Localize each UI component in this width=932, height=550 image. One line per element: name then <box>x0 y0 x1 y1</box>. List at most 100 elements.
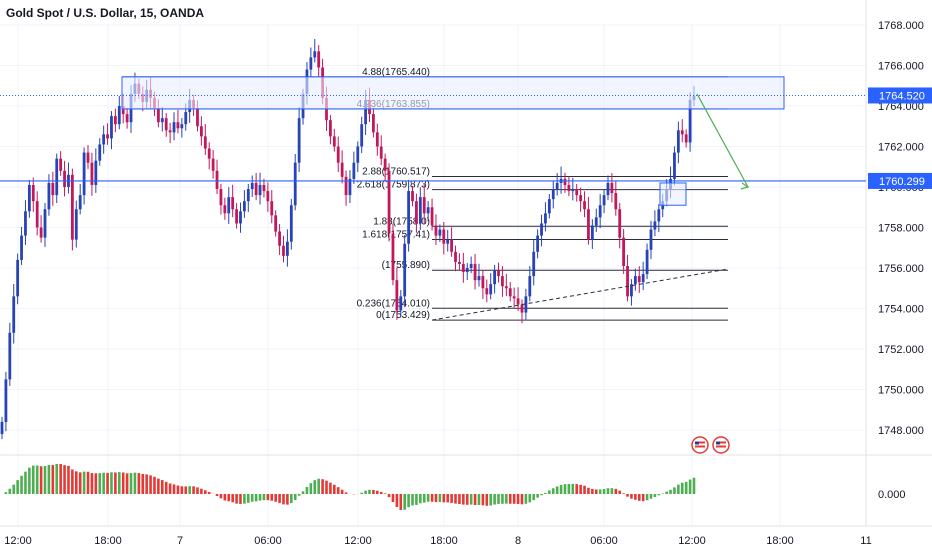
candle-body <box>598 205 602 218</box>
candle-body <box>469 263 473 268</box>
candle-body <box>512 296 516 299</box>
candle-body <box>239 211 242 224</box>
candle-body <box>297 118 301 163</box>
candle-body <box>274 215 278 232</box>
retest-box[interactable] <box>659 182 687 206</box>
candle-body <box>532 251 536 277</box>
candle-body <box>172 122 176 133</box>
projection-arrow[interactable] <box>696 93 749 188</box>
us-flag-icon[interactable] <box>712 436 730 454</box>
drawing-overlays[interactable] <box>0 76 866 454</box>
candle-body <box>528 276 532 297</box>
candle-body <box>211 158 215 171</box>
candle-body <box>63 170 66 187</box>
time-tick-label: 18:00 <box>94 535 122 547</box>
candle-body <box>649 229 653 250</box>
fib-level-label: 2.618(1759.873) <box>357 180 430 191</box>
fib-level-label: 1.618(1757.41) <box>362 229 430 240</box>
candle-body <box>641 274 645 283</box>
time-tick-label: 18:00 <box>430 535 458 547</box>
candle-body <box>411 191 414 202</box>
candle-body <box>242 201 246 212</box>
candle-body <box>614 193 618 210</box>
fib-level-label: 2.88(1760.517) <box>362 167 430 178</box>
candle-body <box>215 170 219 190</box>
candle-body <box>372 114 375 133</box>
candle-body <box>375 132 379 147</box>
candle-body <box>540 223 543 236</box>
candle-body <box>8 332 12 380</box>
candle-body <box>544 213 547 224</box>
candle-body <box>4 379 8 422</box>
candle-body <box>676 130 680 153</box>
time-tick-label: 06:00 <box>254 535 282 547</box>
time-tick-label: 06:00 <box>590 535 618 547</box>
fib-level-label: 0.236(1754.010) <box>357 298 430 309</box>
candle-body <box>442 229 446 244</box>
last-price-tag: 1764.520 <box>879 90 925 102</box>
price-tick-label: 1764.000 <box>878 101 924 113</box>
flag-stripe <box>695 441 705 444</box>
candle-body <box>583 201 586 210</box>
candle-body <box>223 205 227 214</box>
flag-canton <box>695 441 699 445</box>
trendline[interactable] <box>431 268 729 321</box>
candle-body <box>626 265 629 297</box>
candle-body <box>501 276 504 287</box>
candle-body <box>415 201 418 224</box>
candle-body <box>688 99 692 143</box>
candle-body <box>473 263 477 281</box>
candle-body <box>446 239 450 244</box>
candle-body <box>12 296 16 333</box>
candle-body <box>168 130 172 133</box>
price-axis[interactable]: 1768.0001766.0001764.0001762.0001760.000… <box>868 20 932 501</box>
time-tick-label: 11 <box>860 535 871 547</box>
oscillator-pane <box>4 464 696 510</box>
candle-body <box>551 189 555 200</box>
candle-body <box>278 231 281 246</box>
candle-body <box>113 116 117 125</box>
fib-level-label: 0(1753.429) <box>376 310 430 321</box>
candle-body <box>426 207 430 214</box>
flag-ring <box>712 436 730 454</box>
price-tick-label: 1754.000 <box>878 304 924 316</box>
candle-body <box>51 182 55 196</box>
candle-body <box>0 421 4 435</box>
time-tick-label: 18:00 <box>766 535 794 547</box>
candle-body <box>477 276 481 281</box>
candle-body <box>336 146 340 163</box>
level-price-tag-bg <box>868 172 932 189</box>
candle-body <box>39 227 43 238</box>
price-tick-label: 1756.000 <box>878 263 924 275</box>
candle-body <box>90 162 94 185</box>
time-axis[interactable]: 12:00 18:00 7 06:00 12:00 18:00 8 06:00 12:00 18:… <box>4 535 871 547</box>
candle-body <box>536 235 540 252</box>
candle-body <box>481 276 485 289</box>
price-tick-label: 1752.000 <box>878 344 924 356</box>
candle-body <box>360 124 364 147</box>
us-flag-icon[interactable] <box>691 436 709 454</box>
arrow-head-icon <box>740 182 750 190</box>
candle-body <box>594 217 598 226</box>
candle-body <box>329 120 332 137</box>
candle-body <box>637 276 641 283</box>
candle-body <box>227 197 231 214</box>
candle-body <box>55 158 59 196</box>
candle-body <box>340 162 344 177</box>
candle-body <box>508 288 512 297</box>
candle-body <box>645 249 649 275</box>
candle-body <box>547 199 551 214</box>
candle-body <box>344 176 348 196</box>
candle-body <box>567 184 571 192</box>
flag-stripe <box>695 445 705 448</box>
candle-body <box>199 126 203 137</box>
candle-body <box>680 130 684 135</box>
supply-zone[interactable] <box>121 76 785 110</box>
grid <box>0 0 932 527</box>
last-price-tag-bg <box>868 87 932 104</box>
candle-body <box>94 160 98 185</box>
candle-body <box>395 280 399 311</box>
candle-body <box>504 286 508 289</box>
candle-body <box>86 152 90 163</box>
